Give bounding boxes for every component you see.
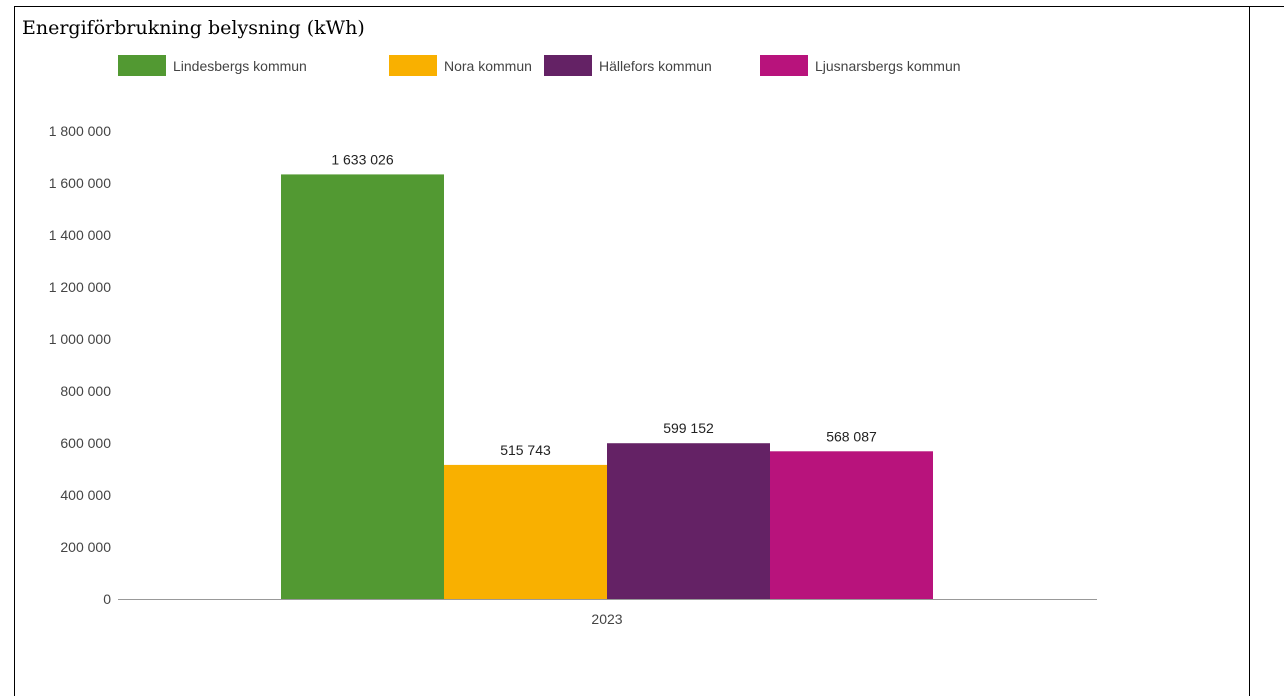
bar — [607, 443, 770, 599]
data-labels: 1 633 026 515 743 599 152 568 087 — [331, 151, 877, 457]
y-axis: 0 200 000 400 000 600 000 800 000 1 000 000 1 … — [49, 123, 112, 607]
y-tick-label: 400 000 — [60, 487, 111, 503]
y-tick-label: 1 600 000 — [49, 175, 111, 191]
legend-swatch — [544, 55, 592, 76]
chart-frame — [14, 6, 1250, 696]
legend-label: Hällefors kommun — [599, 58, 712, 74]
data-label: 1 633 026 — [331, 151, 393, 167]
legend-label: Nora kommun — [444, 58, 532, 74]
data-label: 515 743 — [500, 442, 551, 458]
y-tick-label: 600 000 — [60, 435, 111, 451]
y-tick-label: 200 000 — [60, 539, 111, 555]
legend-label: Lindesbergs kommun — [173, 58, 307, 74]
bars — [281, 174, 933, 599]
legend-swatch — [389, 55, 437, 76]
data-label: 568 087 — [826, 428, 877, 444]
legend: Lindesbergs kommun Nora kommun Hällefors k… — [118, 55, 961, 76]
legend-swatch — [118, 55, 166, 76]
data-label: 599 152 — [663, 420, 714, 436]
y-tick-label: 800 000 — [60, 383, 111, 399]
legend-label: Ljusnarsbergs kommun — [815, 58, 961, 74]
bar — [770, 451, 933, 599]
y-tick-label: 1 000 000 — [49, 331, 111, 347]
y-tick-label: 1 400 000 — [49, 227, 111, 243]
bar — [281, 174, 444, 599]
chart-title: Energiförbrukning belysning (kWh) — [22, 17, 365, 39]
bar-chart: Lindesbergs kommun Nora kommun Hällefors k… — [49, 55, 1097, 627]
bar — [444, 464, 607, 599]
x-tick-label: 2023 — [591, 611, 622, 627]
frame-right-cell — [1250, 6, 1284, 696]
y-tick-label: 0 — [103, 591, 111, 607]
y-tick-label: 1 800 000 — [49, 123, 111, 139]
y-tick-label: 1 200 000 — [49, 279, 111, 295]
legend-swatch — [760, 55, 808, 76]
